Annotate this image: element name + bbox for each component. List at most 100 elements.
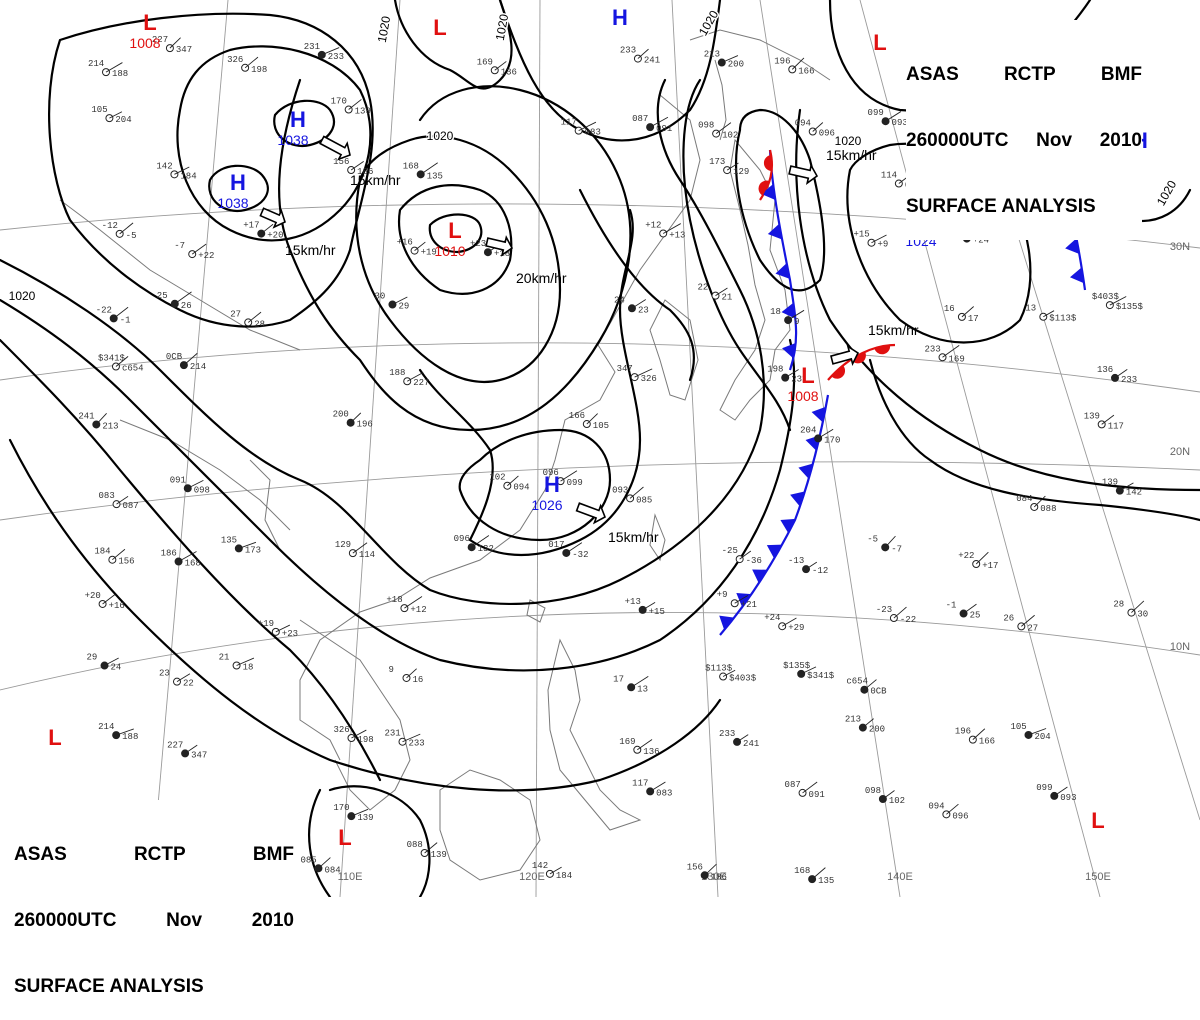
wind-barb-icon [174,166,190,175]
station-value: 186 [357,167,373,177]
station-plot: $135$$341$ [783,661,835,681]
station-value: 094 [795,118,811,128]
movement-arrow-icon [485,235,514,257]
latitude-label: 20N [1170,446,1190,458]
movement-speed-label: 15km/hr [868,322,919,338]
station-plot: 142 184 [156,161,196,181]
header-line-2: 260000UTC Nov 2010 [14,910,294,932]
cold-front-triangle [811,406,826,423]
station-value: 233 [719,729,735,739]
station-value: 099 [1036,783,1052,793]
header-agency: ASAS [906,64,959,85]
station-value: 093 [612,485,628,495]
station-value: 28 [1113,600,1124,610]
station-value: 29 [87,653,98,663]
station-plot: +22 +17 [958,551,998,571]
station-value: 084 [1016,494,1032,504]
wind-barb-icon [781,617,797,627]
station-plot: -23 -22 [876,605,916,625]
station-value: 196 [357,420,373,430]
station-value: 27 [230,309,241,319]
station-value: 169 [949,354,965,364]
pressure-center-value: 1010 [434,243,465,259]
station-value: 213 [704,50,720,60]
station-value: 17 [613,674,624,684]
high-pressure-center: H [612,5,628,30]
station-value: 129 [335,540,351,550]
wind-barb-icon [507,475,519,487]
station-value: $341$ [807,671,835,681]
coastline-taiwan [649,513,666,562]
pressure-center-value: 1038 [277,132,308,148]
parallel-line [0,611,1200,691]
wind-barb-icon [1043,310,1055,318]
cold-front-triangle [781,302,796,319]
station-plot: 18 9 [770,307,805,327]
station-value: 094 [513,483,529,493]
isobar [8,438,722,792]
low-pressure-center: L [48,725,61,750]
station-value: 27 [1027,623,1038,633]
station-value: 347 [176,45,192,55]
wind-barb-icon [236,657,255,666]
longitude-label: 110E [338,871,363,883]
station-plot: 098 102 [865,786,905,806]
station-value: 102 [722,131,738,141]
station-value: +13 [669,230,685,240]
station-value: 088 [1040,504,1056,514]
wind-barb-icon [629,486,644,499]
cold-front-triangle [752,569,768,584]
isobar [308,788,332,897]
chart-header-top: ASAS RCTP BMF 260000UTC Nov 2010 SURFACE… [906,20,1142,240]
station-value: 139 [1084,411,1100,421]
wind-barb-icon [560,470,578,482]
coastline-philippines [547,638,642,831]
station-value: 186 [711,872,727,882]
station-value: 21 [219,653,230,663]
station-value: 231 [791,375,807,385]
warm-front-semicircle [874,345,891,355]
station-value: -13 [788,556,804,566]
station-value: 091 [170,475,186,485]
station-plot: 083 087 [99,491,139,511]
wind-barb-icon [187,479,204,489]
station-value: +19 [258,619,274,629]
station-plot: 188 227 [389,368,429,388]
station-value: +17 [243,221,259,231]
station-value: +20 [85,591,101,601]
station-value: 117 [561,118,577,128]
pressure-center-value: 1026 [531,497,562,513]
station-plot: $113$$403$ [705,664,757,684]
station-plot: 139 117 [1084,411,1124,431]
station-value: 142 [532,861,548,871]
station-value: 088 [407,840,423,850]
wind-barb-icon [104,657,119,666]
station-value: 18 [243,663,254,673]
wind-barb-icon [1054,786,1068,797]
station-value: 241 [743,739,759,749]
station-plot: 204 170 [800,425,840,445]
cold-front-triangle [1069,267,1085,284]
station-value: 102 [889,796,905,806]
station-value: 169 [619,737,635,747]
station-value: +16 [109,601,125,611]
station-plot: 24 23 [614,295,649,315]
station-value: 16 [944,304,955,314]
station-value: 326 [641,374,657,384]
station-value: c654 [122,363,144,373]
header-agency: ASAS [14,844,67,865]
station-value: 168 [794,866,810,876]
station-value: 200 [728,60,744,70]
coastlines [59,29,831,881]
cold-front-triangle [790,491,806,507]
station-value: +16 [397,238,413,248]
station-value: 091 [809,790,825,800]
station-value: $135$ [783,661,811,671]
latitude-labels: 30N 20N 10N [1170,241,1190,653]
station-value: 184 [180,171,196,181]
longitude-label: 120E [519,871,545,883]
pressure-center-value: 1008 [787,388,818,404]
wind-barb-icon [637,48,649,59]
station-plot: 135 173 [221,535,261,555]
